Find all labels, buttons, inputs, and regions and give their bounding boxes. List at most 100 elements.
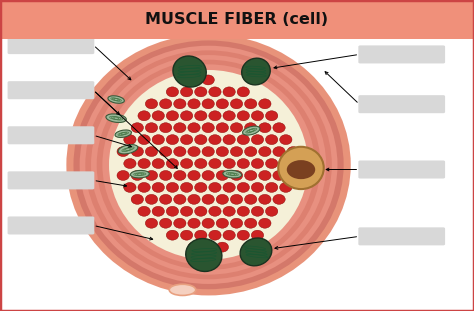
Ellipse shape — [209, 206, 221, 216]
Ellipse shape — [166, 206, 179, 216]
Ellipse shape — [159, 123, 172, 133]
Ellipse shape — [237, 87, 249, 97]
Ellipse shape — [237, 111, 249, 121]
Ellipse shape — [287, 170, 300, 180]
Ellipse shape — [138, 159, 150, 169]
Ellipse shape — [173, 56, 206, 87]
Ellipse shape — [195, 159, 207, 169]
Ellipse shape — [230, 99, 243, 109]
Ellipse shape — [265, 111, 278, 121]
Ellipse shape — [146, 218, 158, 228]
Ellipse shape — [223, 111, 235, 121]
Ellipse shape — [259, 123, 271, 133]
Ellipse shape — [186, 239, 222, 272]
Ellipse shape — [223, 230, 235, 240]
Ellipse shape — [273, 146, 285, 156]
Ellipse shape — [173, 218, 186, 228]
FancyBboxPatch shape — [8, 81, 94, 99]
Ellipse shape — [73, 40, 344, 289]
Ellipse shape — [265, 183, 278, 193]
Ellipse shape — [159, 218, 172, 228]
Ellipse shape — [181, 111, 193, 121]
Ellipse shape — [202, 146, 214, 156]
FancyBboxPatch shape — [8, 126, 94, 144]
Ellipse shape — [223, 206, 235, 216]
Ellipse shape — [91, 55, 326, 275]
Ellipse shape — [243, 126, 260, 135]
Ellipse shape — [223, 87, 235, 97]
Ellipse shape — [152, 135, 164, 145]
Ellipse shape — [138, 111, 150, 121]
Ellipse shape — [102, 64, 315, 265]
Ellipse shape — [251, 230, 264, 240]
Ellipse shape — [245, 123, 257, 133]
Ellipse shape — [166, 87, 179, 97]
Ellipse shape — [195, 183, 207, 193]
Ellipse shape — [216, 123, 228, 133]
Ellipse shape — [245, 170, 257, 180]
Ellipse shape — [131, 194, 144, 204]
Ellipse shape — [152, 183, 164, 193]
Ellipse shape — [223, 135, 235, 145]
Ellipse shape — [273, 194, 285, 204]
Ellipse shape — [251, 159, 264, 169]
Ellipse shape — [188, 99, 200, 109]
Ellipse shape — [173, 99, 186, 109]
Ellipse shape — [181, 135, 193, 145]
Ellipse shape — [251, 111, 264, 121]
Ellipse shape — [230, 146, 243, 156]
Ellipse shape — [202, 75, 214, 85]
Ellipse shape — [216, 242, 228, 252]
Ellipse shape — [202, 218, 214, 228]
Ellipse shape — [230, 218, 243, 228]
Ellipse shape — [109, 70, 308, 260]
Ellipse shape — [66, 34, 351, 295]
Ellipse shape — [152, 111, 164, 121]
Ellipse shape — [202, 99, 214, 109]
Ellipse shape — [106, 114, 127, 123]
Ellipse shape — [138, 183, 150, 193]
Ellipse shape — [166, 135, 179, 145]
Ellipse shape — [237, 135, 249, 145]
Ellipse shape — [240, 238, 272, 266]
Ellipse shape — [181, 183, 193, 193]
Ellipse shape — [138, 135, 150, 145]
Ellipse shape — [173, 146, 186, 156]
Ellipse shape — [152, 206, 164, 216]
Ellipse shape — [124, 159, 136, 169]
Ellipse shape — [223, 170, 242, 178]
Ellipse shape — [216, 99, 228, 109]
Ellipse shape — [195, 87, 207, 97]
Ellipse shape — [188, 242, 200, 252]
Ellipse shape — [188, 194, 200, 204]
Ellipse shape — [265, 135, 278, 145]
Ellipse shape — [280, 159, 292, 169]
Ellipse shape — [146, 194, 158, 204]
FancyBboxPatch shape — [358, 95, 445, 113]
Ellipse shape — [166, 183, 179, 193]
Ellipse shape — [216, 170, 228, 180]
Ellipse shape — [159, 99, 172, 109]
Ellipse shape — [230, 123, 243, 133]
Ellipse shape — [195, 206, 207, 216]
Ellipse shape — [195, 135, 207, 145]
Ellipse shape — [181, 206, 193, 216]
Ellipse shape — [108, 96, 124, 103]
Ellipse shape — [280, 183, 292, 193]
Text: MUSCLE FIBER (cell): MUSCLE FIBER (cell) — [146, 12, 328, 27]
Ellipse shape — [131, 123, 144, 133]
Ellipse shape — [230, 170, 243, 180]
Ellipse shape — [117, 170, 129, 180]
Ellipse shape — [195, 230, 207, 240]
Ellipse shape — [202, 194, 214, 204]
Ellipse shape — [273, 123, 285, 133]
Ellipse shape — [97, 60, 320, 270]
Ellipse shape — [117, 146, 129, 156]
Ellipse shape — [245, 218, 257, 228]
Ellipse shape — [124, 135, 136, 145]
Ellipse shape — [251, 206, 264, 216]
Ellipse shape — [166, 230, 179, 240]
Ellipse shape — [209, 111, 221, 121]
Ellipse shape — [152, 159, 164, 169]
Ellipse shape — [278, 147, 324, 189]
